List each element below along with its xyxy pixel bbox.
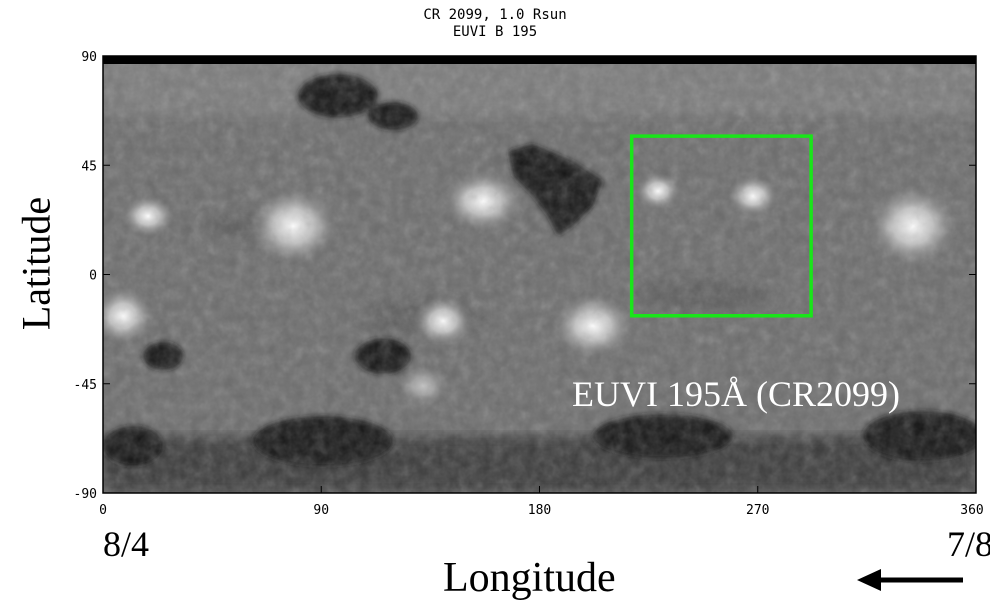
x-tick-label: 180 (528, 503, 551, 518)
x-tick-label: 270 (746, 503, 769, 518)
x-tick-label: 0 (99, 503, 107, 518)
x-tick-label: 90 (313, 503, 329, 518)
y-tick-label: 90 (81, 50, 97, 65)
y-axis-label: Latitude (13, 196, 59, 331)
title-line-2: EUVI B 195 (452, 24, 538, 40)
synoptic-map (103, 56, 976, 493)
selection-box (629, 134, 813, 318)
date-right: 7/8 (947, 524, 990, 564)
title-line-1: CR 2099, 1.0 Rsun (423, 7, 567, 23)
y-tick-label: 45 (81, 159, 97, 174)
y-tick-label: 0 (89, 269, 97, 284)
y-tick-label: -90 (74, 487, 97, 502)
map-overlay-label: EUVI 195Å (CR2099) (572, 374, 900, 414)
y-tick-label: -45 (74, 378, 97, 393)
selection-box-rect (629, 134, 813, 318)
map-image (103, 56, 976, 493)
date-left: 8/4 (103, 524, 150, 564)
x-axis-label: Longitude (443, 555, 616, 601)
x-tick-label: 360 (960, 503, 983, 518)
arrow-left-icon (857, 569, 963, 591)
